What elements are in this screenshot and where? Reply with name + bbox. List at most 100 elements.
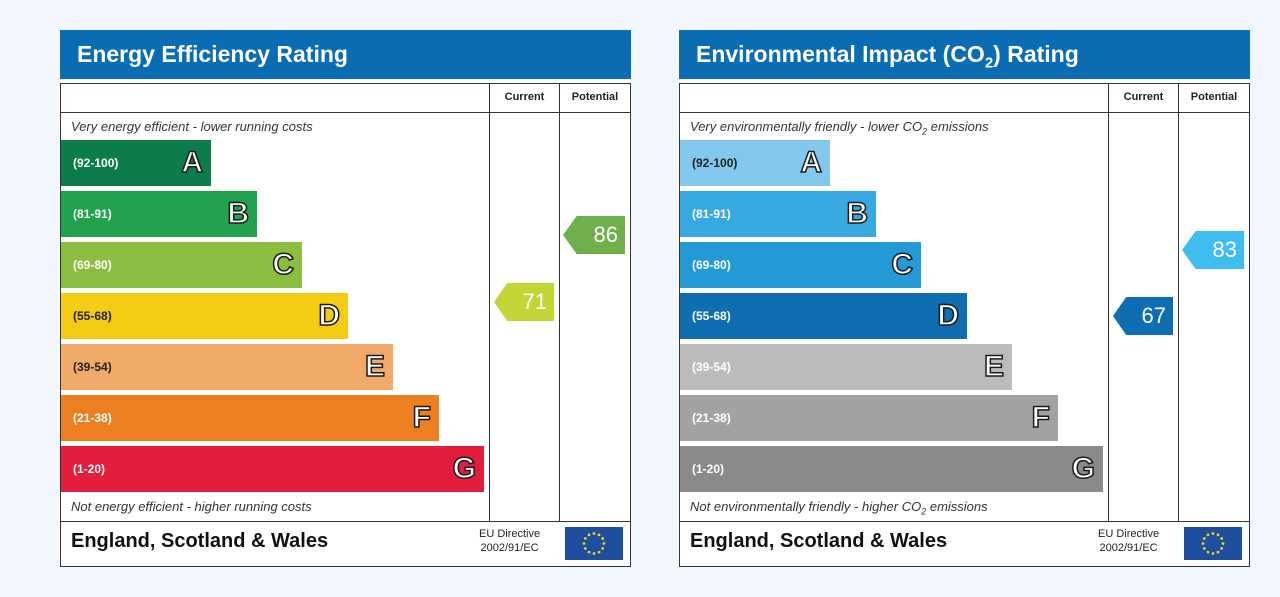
rating-band-e: (39-54) E — [680, 344, 1012, 390]
eu-star — [583, 547, 587, 550]
band-letter: D — [937, 298, 960, 333]
eu-star — [582, 542, 586, 545]
potential-column-divider — [559, 83, 560, 522]
chart-title: Environmental Impact (CO2) Rating — [679, 30, 1250, 79]
eu-flag-icon — [565, 527, 623, 560]
band-letter: B — [227, 196, 250, 231]
eu-flag-icon — [1184, 527, 1242, 560]
country-label: England, Scotland & Wales — [71, 530, 329, 552]
current-column-divider — [489, 83, 490, 522]
header-divider — [679, 112, 1250, 113]
band-letter: A — [181, 145, 204, 180]
current-column-header: Current — [504, 91, 545, 103]
potential-rating-arrow: 86 — [563, 216, 625, 254]
potential-column-header: Potential — [1190, 91, 1238, 103]
band-range-label: (55-68) — [73, 309, 112, 323]
eu-star — [601, 547, 605, 550]
band-letter: C — [272, 247, 295, 282]
potential-column-divider — [1178, 83, 1179, 522]
top-caption: Very energy efficient - lower running co… — [71, 119, 313, 134]
band-letter: F — [1031, 400, 1051, 435]
eu-star — [587, 533, 591, 537]
eu-star — [601, 537, 605, 540]
band-range-label: (39-54) — [692, 360, 731, 374]
rating-band-f: (21-38) F — [61, 395, 439, 441]
header-divider — [60, 112, 631, 113]
current-rating-value: 71 — [522, 289, 547, 314]
eu-star — [583, 537, 587, 540]
band-range-label: (69-80) — [73, 258, 112, 272]
rating-band-a: (92-100) A — [680, 140, 830, 186]
band-letter: F — [412, 400, 432, 435]
eu-star — [592, 552, 596, 555]
band-letter: A — [800, 145, 823, 180]
rating-band-g: (1-20) G — [61, 446, 484, 492]
current-column-divider — [1108, 83, 1109, 522]
potential-rating-value: 83 — [1212, 237, 1237, 262]
bottom-caption: Not environmentally friendly - higher CO… — [690, 499, 988, 517]
eu-star — [1211, 532, 1215, 535]
band-range-label: (55-68) — [692, 309, 731, 323]
rating-band-d: (55-68) D — [61, 293, 348, 339]
potential-rating-arrow: 83 — [1182, 231, 1244, 269]
eu-star — [1206, 533, 1210, 537]
rating-band-b: (81-91) B — [61, 191, 257, 237]
eu-star — [1201, 542, 1205, 545]
environmental-impact-chart: Environmental Impact (CO2) Rating Curren… — [678, 30, 1250, 567]
band-range-label: (21-38) — [692, 411, 731, 425]
band-letter: G — [452, 451, 477, 486]
band-range-label: (1-20) — [73, 462, 106, 476]
eu-star — [1206, 550, 1210, 554]
potential-column-header: Potential — [571, 91, 619, 103]
band-range-label: (69-80) — [692, 258, 731, 272]
eu-star — [602, 542, 606, 545]
chart-title: Energy Efficiency Rating — [60, 30, 631, 79]
current-column-header: Current — [1123, 91, 1164, 103]
top-caption: Very environmentally friendly - lower CO… — [690, 119, 989, 137]
band-letter: C — [891, 247, 914, 282]
rating-band-f: (21-38) F — [680, 395, 1058, 441]
eu-star — [1220, 547, 1224, 550]
current-rating-arrow: 67 — [1113, 297, 1173, 335]
eu-star — [1211, 552, 1215, 555]
eu-star — [1216, 550, 1220, 554]
band-letter: G — [1071, 451, 1096, 486]
footer-divider — [679, 521, 1250, 522]
band-letter: B — [846, 196, 869, 231]
eu-star — [1202, 537, 1206, 540]
band-range-label: (21-38) — [73, 411, 112, 425]
eu-star — [597, 533, 601, 537]
footer-divider — [60, 521, 631, 522]
eu-star — [1216, 533, 1220, 537]
rating-band-c: (69-80) C — [61, 242, 302, 288]
potential-rating-value: 86 — [593, 222, 618, 247]
rating-band-a: (92-100) A — [61, 140, 211, 186]
band-letter: E — [983, 349, 1005, 384]
band-range-label: (81-91) — [73, 207, 112, 221]
country-label: England, Scotland & Wales — [690, 530, 948, 552]
band-letter: E — [364, 349, 386, 384]
rating-band-g: (1-20) G — [680, 446, 1103, 492]
rating-band-d: (55-68) D — [680, 293, 967, 339]
eu-star — [1221, 542, 1225, 545]
eu-star — [587, 550, 591, 554]
band-range-label: (92-100) — [692, 156, 738, 170]
rating-band-e: (39-54) E — [61, 344, 393, 390]
band-letter: D — [318, 298, 341, 333]
bottom-caption: Not energy efficient - higher running co… — [71, 499, 312, 514]
band-range-label: (39-54) — [73, 360, 112, 374]
eu-star — [1202, 547, 1206, 550]
energy-efficiency-chart: Energy Efficiency Rating Current Potenti… — [59, 30, 631, 567]
eu-star — [1220, 537, 1224, 540]
eu-directive-label: EU Directive 2002/91/EC — [1098, 528, 1160, 554]
band-range-label: (1-20) — [692, 462, 725, 476]
rating-band-c: (69-80) C — [680, 242, 921, 288]
current-rating-arrow: 71 — [494, 283, 554, 321]
eu-star — [592, 532, 596, 535]
band-range-label: (81-91) — [692, 207, 731, 221]
eu-star — [597, 550, 601, 554]
eu-directive-label: EU Directive 2002/91/EC — [479, 528, 541, 554]
current-rating-value: 67 — [1141, 303, 1166, 328]
rating-band-b: (81-91) B — [680, 191, 876, 237]
band-range-label: (92-100) — [73, 156, 119, 170]
